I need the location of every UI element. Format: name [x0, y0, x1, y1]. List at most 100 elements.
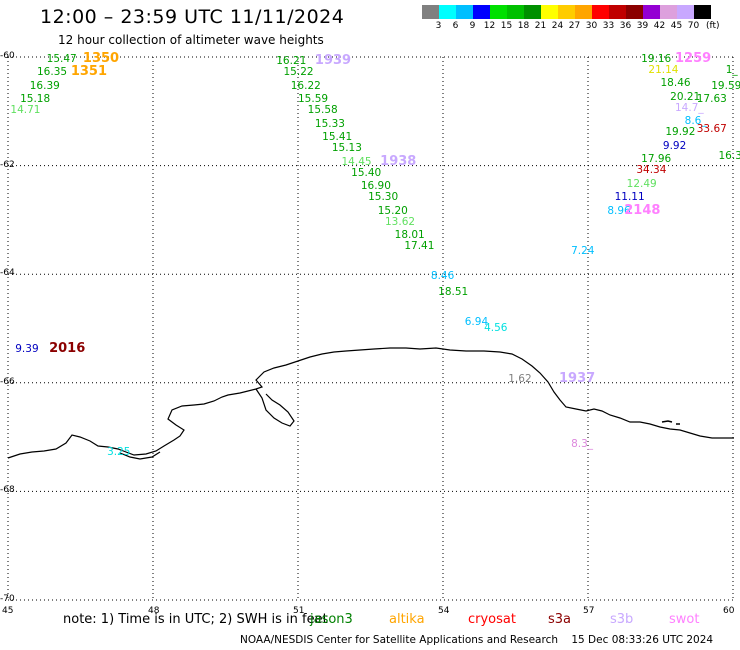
- longitude-label: 51: [293, 606, 305, 616]
- latitude-label: -70: [0, 594, 15, 604]
- longitude-label: 60: [723, 606, 735, 616]
- wave-height-value: 33.67: [696, 123, 727, 136]
- map-subtitle: 12 hour collection of altimeter wave hei…: [58, 33, 324, 47]
- legend-swatch: [490, 5, 507, 19]
- wave-height-value: 8.3_: [571, 438, 594, 451]
- latitude-label: -60: [0, 51, 15, 61]
- latitude-label: -64: [0, 268, 15, 279]
- wave-height-value: 8.96: [607, 204, 631, 217]
- wave-height-value: 15.18: [20, 93, 51, 106]
- footer-note: note: 1) Time is in UTC; 2) SWH is in fe…: [63, 612, 328, 627]
- wave-height-value: 9.39: [15, 343, 39, 356]
- wave-height-value: 17.41: [404, 240, 435, 253]
- wave-height-value: 1.62: [508, 373, 532, 386]
- wave-height-value: 16.35: [37, 66, 68, 79]
- wave-height-value: 15.47: [46, 52, 77, 65]
- wave-height-value: 4.56: [484, 321, 508, 334]
- legend-label: 15: [500, 21, 513, 31]
- legend-swatch: [473, 5, 490, 19]
- wave-height-value: 15.58: [307, 104, 338, 117]
- wave-height-value: 14.7_: [675, 101, 704, 114]
- legend-swatch: [609, 5, 626, 19]
- legend-swatch: [558, 5, 575, 19]
- wave-height-value: 34.34: [636, 164, 667, 177]
- longitude-label: 45: [2, 606, 14, 616]
- wave-height-value: 16.22: [290, 79, 321, 92]
- wave-height-value: 12.49: [626, 177, 657, 190]
- wave-height-value: 1_: [725, 63, 738, 76]
- longitude-label: 57: [583, 606, 595, 616]
- wave-height-value: 15.41: [322, 131, 353, 144]
- longitude-label: 48: [148, 606, 160, 616]
- wave-height-value: 15.59: [298, 93, 329, 106]
- wave-height-value: 19.16: [641, 52, 672, 65]
- wave-height-value: 16.39: [29, 79, 60, 92]
- color-legend-unit: (ft): [706, 21, 720, 31]
- wave-height-value: 9.92: [662, 139, 687, 152]
- wave-height-value: 11.11: [614, 191, 645, 204]
- satellite-legend-item: altika: [389, 612, 425, 627]
- wave-height-value: 18.46: [660, 77, 691, 90]
- legend-label: 21: [534, 21, 547, 31]
- wave-height-value: 15.20: [377, 204, 408, 217]
- pass-id-label: 1937: [559, 371, 596, 387]
- legend-label: 6: [452, 21, 459, 31]
- legend-swatch: [439, 5, 456, 19]
- satellite-legend-item: swot: [669, 612, 700, 627]
- satellite-legend-item: s3a: [548, 612, 572, 627]
- legend-swatch: [694, 5, 711, 19]
- wave-height-value: 17.96: [641, 153, 672, 166]
- wave-height-value: 14.71: [10, 104, 41, 117]
- wave-height-value: 18.51: [438, 286, 469, 299]
- latitude-label: -66: [0, 376, 15, 387]
- legend-label: 70: [687, 21, 700, 31]
- legend-label: 39: [636, 21, 649, 31]
- legend-swatch: [677, 5, 694, 19]
- island: [661, 420, 680, 425]
- wave-height-value: 18.01: [394, 229, 425, 242]
- legend-label: 33: [602, 21, 615, 31]
- legend-label: 42: [653, 21, 666, 31]
- legend-swatch: [660, 5, 677, 19]
- legend-swatch: [575, 5, 592, 19]
- pass-id-label: 1350: [82, 50, 120, 66]
- legend-label: 3: [435, 21, 442, 31]
- credit-text: NOAA/NESDIS Center for Satellite Applica…: [240, 634, 558, 646]
- wave-height-value: 8.46: [430, 269, 455, 282]
- wave-height-value: 16.21: [276, 55, 307, 68]
- wave-height-value: 19.92: [665, 126, 696, 139]
- legend-label: 9: [469, 21, 476, 31]
- map-title: 12:00 – 23:59 UTC 11/11/2024: [40, 6, 345, 28]
- wave-height-value: 15.33: [314, 117, 345, 130]
- wave-height-value: 21.14: [648, 63, 679, 76]
- wave-height-value: 20.21: [670, 90, 701, 103]
- legend-label: 45: [670, 21, 683, 31]
- ice-shelf-fragment: [119, 451, 161, 460]
- satellite-legend-item: jason3: [310, 612, 353, 627]
- footer-credit: NOAA/NESDIS Center for Satellite Applica…: [240, 634, 713, 646]
- legend-swatch: [541, 5, 558, 19]
- longitude-label: 54: [438, 606, 450, 616]
- wave-height-value: 17.63: [696, 93, 727, 106]
- pass-id-label: 1938: [380, 153, 417, 169]
- color-legend-labels: 3 6 9 12 15 18 21 24 27 30 33 36 39 42 45 70: [422, 21, 740, 33]
- legend-label: 18: [517, 21, 530, 31]
- legend-swatch: [592, 5, 609, 19]
- color-legend-bar: [422, 5, 711, 19]
- legend-swatch: [422, 5, 439, 19]
- wave-height-value: 3.25: [107, 446, 131, 459]
- wave-height-value: 15.22: [283, 66, 314, 79]
- coastline: [7, 347, 734, 459]
- satellite-legend-item: s3b: [610, 612, 634, 627]
- legend-label: 27: [568, 21, 581, 31]
- pass-id-label: 2016: [49, 341, 86, 357]
- pass-id-label: 1351: [70, 64, 108, 80]
- wave-height-value: 13.62: [385, 215, 416, 228]
- graticule: [7, 56, 734, 601]
- wave-height-value: 7.24: [571, 245, 595, 258]
- wave-height-value: 8.6_: [684, 115, 707, 128]
- wave-height-value: 15.40: [351, 166, 382, 179]
- wave-height-value: 16.90: [360, 180, 391, 193]
- pass-id-label: 1259: [675, 50, 712, 66]
- wave-height-value: 15.13: [331, 142, 362, 155]
